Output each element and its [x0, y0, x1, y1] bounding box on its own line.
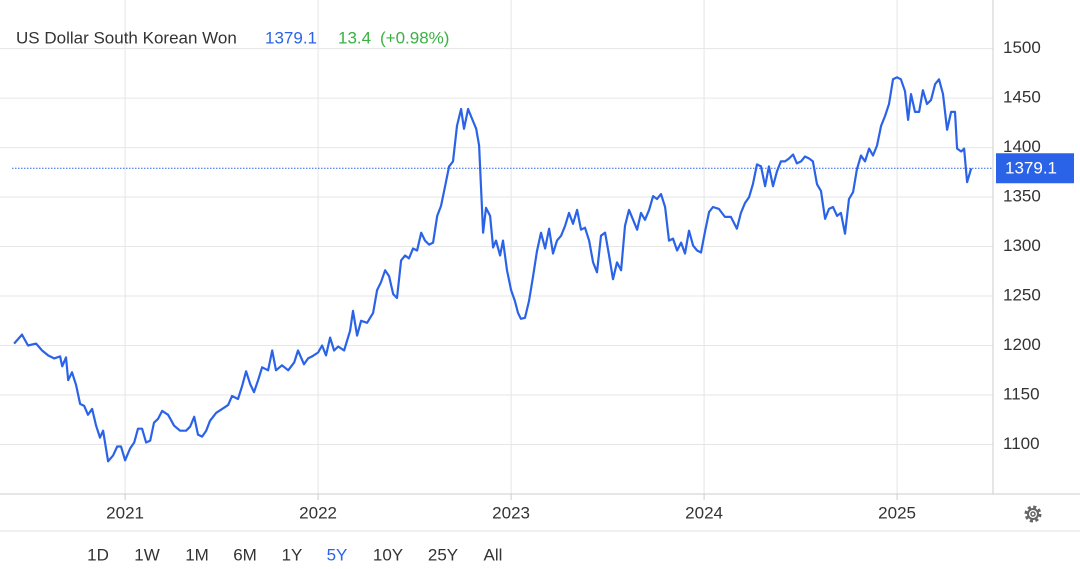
range-button[interactable]: 1W: [134, 545, 160, 564]
last-price-label: 1379.1: [1005, 159, 1057, 178]
range-button[interactable]: 1D: [87, 545, 109, 564]
y-tick-label: 1400: [1003, 137, 1041, 156]
y-tick-label: 1150: [1003, 385, 1040, 404]
y-tick-label: 1300: [1003, 236, 1041, 255]
x-tick-label: 2025: [878, 503, 916, 522]
y-tick-label: 1350: [1003, 187, 1041, 206]
range-button[interactable]: 6M: [233, 545, 257, 564]
change: 13.4: [338, 28, 371, 47]
gear-hub: [1030, 511, 1036, 517]
range-button[interactable]: All: [484, 545, 503, 564]
range-button[interactable]: 1Y: [282, 545, 303, 564]
y-tick-label: 1500: [1003, 38, 1041, 57]
settings-icon[interactable]: [1024, 505, 1042, 523]
y-tick-label: 1200: [1003, 335, 1041, 354]
y-tick-label: 1450: [1003, 88, 1041, 107]
change-percent: (+0.98%): [380, 28, 449, 47]
gear-teeth: [1024, 505, 1042, 523]
range-button[interactable]: 5Y: [327, 545, 348, 564]
last-price: 1379.1: [265, 28, 317, 47]
chart-title: US Dollar South Korean Won: [16, 28, 237, 47]
gear-ring: [1027, 508, 1039, 520]
y-tick-label: 1250: [1003, 286, 1041, 305]
plot: 1100 1150 1200 1250 1300 1350 1400 1450 1500 2021…: [0, 0, 1080, 522]
range-button[interactable]: 25Y: [428, 545, 458, 564]
y-tick-label: 1100: [1003, 434, 1040, 453]
x-tick-label: 2022: [299, 503, 337, 522]
x-tick-label: 2021: [106, 503, 144, 522]
x-tick-label: 2023: [492, 503, 530, 522]
range-button[interactable]: 1M: [185, 545, 209, 564]
x-tick-label: 2024: [685, 503, 723, 522]
last-price-badge: [996, 153, 1074, 184]
range-button[interactable]: 10Y: [373, 545, 403, 564]
price-line: [13, 76, 973, 463]
